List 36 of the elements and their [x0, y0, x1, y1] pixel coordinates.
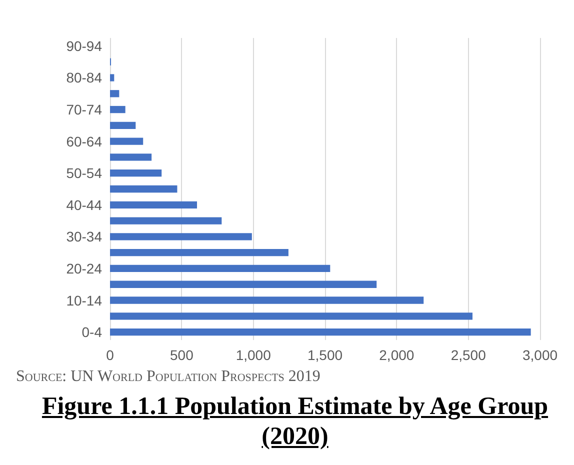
- text: Figure 1.1.1 Population Estimate by Age Group (2020): [40, 392, 550, 452]
- bar: [110, 233, 252, 240]
- bar: [110, 170, 162, 177]
- bar: [110, 296, 424, 304]
- bar: [110, 154, 152, 161]
- bar: [110, 249, 288, 256]
- y-tick-label: 30-34: [66, 228, 102, 245]
- x-tick-label: 2,500: [450, 347, 486, 363]
- x-tick-label: 1,000: [236, 347, 272, 363]
- x-tick-label: 0: [106, 347, 114, 363]
- y-tick-label: 10-14: [66, 292, 102, 308]
- x-tick-label: 2,000: [379, 347, 414, 363]
- y-tick-label: 0-4: [82, 324, 102, 340]
- y-tick-label: 20-24: [66, 260, 102, 276]
- bar: [110, 280, 377, 288]
- y-tick-label: 90-94: [66, 38, 102, 54]
- x-tick-label: 500: [170, 347, 194, 363]
- bar: [110, 217, 222, 224]
- bar: [110, 138, 144, 145]
- bar: [110, 90, 120, 98]
- bar: [110, 328, 531, 336]
- bar: [110, 264, 330, 272]
- x-tick-label: 1,500: [307, 347, 343, 363]
- bar: [110, 106, 126, 114]
- y-tick-label: 80-84: [66, 70, 102, 86]
- bar: [110, 74, 114, 82]
- bar: [110, 122, 136, 129]
- y-tick-label: 40-44: [66, 196, 102, 213]
- bar: [110, 201, 198, 208]
- bar: [110, 312, 472, 320]
- y-tick-label: 70-74: [66, 102, 102, 118]
- x-tick-label: 3,000: [522, 347, 558, 363]
- bar: [110, 185, 178, 193]
- source-note: Source: UN World Population Prospects 2019: [16, 368, 320, 386]
- y-tick-label: 50-54: [66, 165, 102, 182]
- y-tick-label: 60-64: [66, 133, 102, 150]
